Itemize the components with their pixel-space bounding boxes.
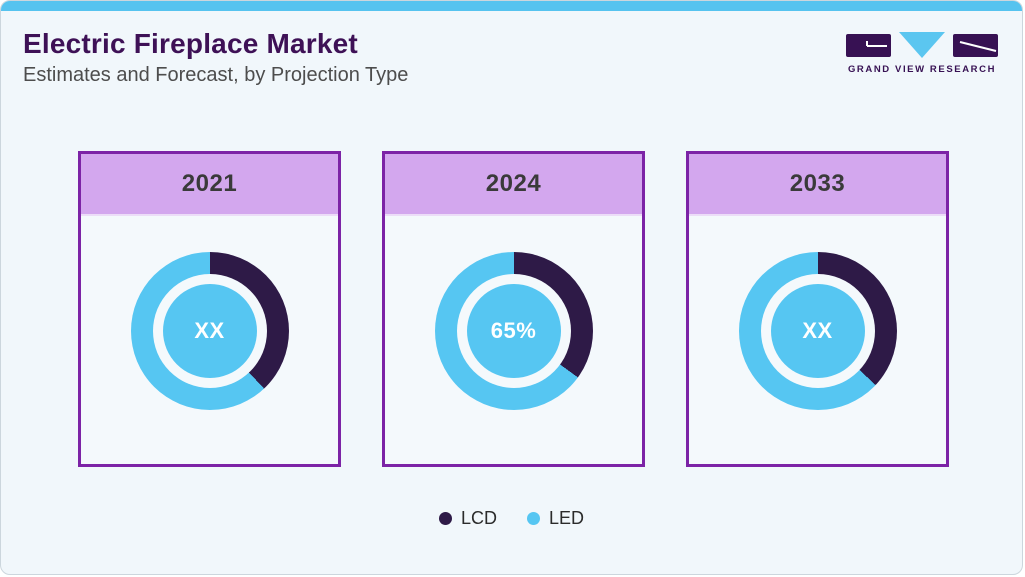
year-card-header: 2033 xyxy=(689,154,946,216)
page-title: Electric Fireplace Market xyxy=(23,28,358,59)
lcd-color-dot xyxy=(438,512,452,525)
grand-view-research-logo: GRAND VIEW RESEARCH xyxy=(846,31,998,75)
year-card-2033: 2033 XX xyxy=(686,151,949,467)
header: Electric Fireplace Market Estimates and … xyxy=(23,28,408,87)
year-card-header: 2024 xyxy=(385,154,642,216)
donut-chart-2024: 65% xyxy=(434,252,593,410)
page-subtitle: Estimates and Forecast, by Projection Ty… xyxy=(23,64,409,87)
donut-center-label: XX xyxy=(770,284,865,378)
legend-label-led: LED xyxy=(549,508,585,528)
legend-label-lcd: LCD xyxy=(460,508,497,528)
year-card-body: XX xyxy=(689,216,946,410)
year-card-2024: 2024 65% xyxy=(382,151,645,467)
year-card-2021: 2021 XX xyxy=(78,151,341,467)
donut-chart-2033: XX xyxy=(738,252,897,410)
logo-text: GRAND VIEW RESEARCH xyxy=(847,64,997,75)
year-label: 2033 xyxy=(789,170,846,197)
year-label: 2024 xyxy=(485,170,542,197)
led-color-dot xyxy=(527,512,540,525)
chart-legend: LCD LED xyxy=(1,508,1022,529)
year-label: 2021 xyxy=(181,170,238,197)
legend-item-led: LED xyxy=(527,508,584,529)
top-accent-bar xyxy=(1,1,1022,11)
year-cards: 2021 XX 2024 65% 2033 xyxy=(78,151,949,467)
donut-center-label: XX xyxy=(162,284,257,378)
gvr-logo-icon xyxy=(846,32,998,58)
legend-item-lcd: LCD xyxy=(438,508,497,529)
year-card-body: 65% xyxy=(385,216,642,410)
donut-center-label: 65% xyxy=(466,284,561,378)
year-card-header: 2021 xyxy=(81,154,338,216)
donut-chart-2021: XX xyxy=(130,252,289,410)
year-card-body: XX xyxy=(81,216,338,410)
